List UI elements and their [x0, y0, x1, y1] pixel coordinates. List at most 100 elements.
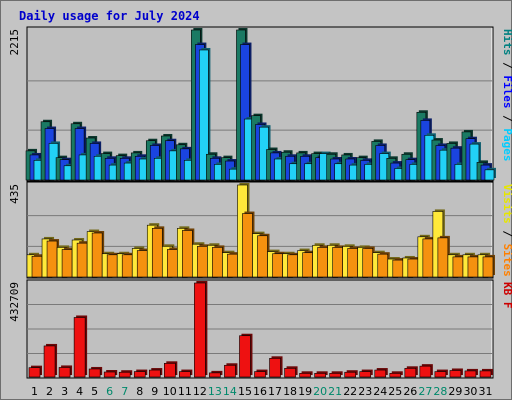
bar-bottom-kb-f-day-16: [254, 369, 268, 378]
bar-top-pages-day-12: [199, 47, 211, 181]
bar-bottom-kb-f-day-18-face: [284, 368, 296, 378]
bar-bottom-kb-f-day-21: [329, 371, 343, 378]
panel-middle: 435 Visits / Sites: [8, 181, 512, 279]
bar-bottom-kb-f-day-25-face: [389, 373, 402, 378]
day-label-28: 28: [433, 385, 447, 398]
bar-bottom-kb-f-day-22: [344, 370, 358, 378]
day-label-23: 23: [358, 385, 372, 398]
legend-item-top-0: Hits: [501, 29, 512, 56]
day-label-27: 27: [418, 385, 432, 398]
bar-bottom-kb-f-day-17: [269, 356, 283, 378]
bar-bottom-kb-f-day-6: [103, 370, 118, 378]
bar-bottom-kb-f-day-7: [118, 370, 133, 378]
bar-bottom-kb-f-day-9-face: [148, 369, 161, 378]
day-label-8: 8: [136, 385, 143, 398]
bar-bottom-kb-f-day-24: [374, 368, 388, 378]
day-label-22: 22: [343, 385, 357, 398]
bar-middle-sites-day-24-face: [377, 253, 389, 278]
bar-bottom-kb-f-day-2: [43, 343, 58, 378]
bar-bottom-kb-f-day-28: [434, 369, 448, 378]
legend-item-top-4: Pages: [501, 128, 512, 161]
bar-bottom-kb-f-day-20: [314, 371, 328, 378]
bar-bottom-kb-f-day-27: [419, 364, 433, 378]
bar-bottom-kb-f-day-30: [464, 368, 478, 378]
bar-top-pages-day-31-face: [484, 169, 495, 181]
bar-bottom-kb-f-day-3: [58, 365, 73, 378]
bar-bottom-kb-f-day-5: [88, 366, 103, 378]
bar-bottom-kb-f-day-27-face: [419, 365, 432, 378]
bar-bottom-kb-f-day-9: [148, 368, 163, 378]
bar-top-pages-day-31: [484, 167, 496, 181]
bar-middle-sites-day-9-face: [151, 228, 163, 278]
bar-bottom-kb-f-day-31: [479, 368, 493, 378]
bar-bottom-kb-f-day-19: [299, 371, 313, 378]
bar-middle-sites-day-8-face: [136, 250, 148, 278]
bar-middle-sites-day-26-face: [407, 258, 419, 278]
legend-item-top-2: Files: [501, 75, 512, 108]
day-label-13: 13: [208, 385, 222, 398]
bar-bottom-kb-f-day-12-face: [194, 282, 206, 378]
day-label-21: 21: [328, 385, 342, 398]
bar-bottom-kb-f-day-4: [73, 315, 88, 378]
day-label-14: 14: [223, 385, 237, 398]
panel-bottom-legend: KB F: [501, 282, 512, 309]
bar-middle-sites-day-4-face: [76, 242, 88, 278]
day-label-9: 9: [151, 385, 158, 398]
bar-middle-sites-day-21-face: [332, 247, 343, 278]
panel-middle-legend: Visits / Sites: [501, 184, 512, 277]
bar-middle-sites-day-15-face: [242, 213, 253, 278]
legend-item-middle-0: Visits: [501, 184, 512, 224]
panel-bottom-max-label: 432709: [8, 282, 21, 322]
day-label-11: 11: [178, 385, 192, 398]
bar-middle-sites-day-23-face: [362, 248, 374, 278]
day-label-10: 10: [163, 385, 177, 398]
bar-bottom-kb-f-day-8: [133, 369, 148, 378]
bar-bottom-kb-f-day-1-face: [28, 367, 41, 378]
bar-middle-sites-day-7-face: [121, 254, 133, 278]
bar-bottom-kb-f-day-4-face: [73, 317, 86, 378]
bar-middle-sites-day-5-face: [91, 232, 103, 278]
bar-middle-sites-day-11-face: [182, 230, 193, 278]
day-label-1: 1: [31, 385, 38, 398]
legend-item-middle-1: /: [501, 224, 512, 244]
day-label-7: 7: [121, 385, 128, 398]
bar-middle-sites-day-19-face: [302, 252, 313, 278]
bar-middle-sites-day-31-face: [482, 256, 494, 278]
bar-bottom-kb-f-day-12: [194, 281, 208, 378]
bar-bottom-kb-f-day-10-face: [164, 363, 176, 378]
day-label-26: 26: [403, 385, 417, 398]
bar-middle-sites-day-29-face: [452, 256, 464, 278]
bar-bottom-kb-f-day-23: [359, 369, 373, 378]
bar-bottom-kb-f-day-15: [239, 333, 253, 378]
bar-bottom-kb-f-day-19-face: [299, 373, 311, 378]
day-label-2: 2: [46, 385, 53, 398]
bar-middle-sites-day-20-face: [317, 247, 328, 278]
bar-bottom-kb-f-day-5-face: [88, 368, 101, 378]
day-label-29: 29: [448, 385, 462, 398]
bar-bottom-kb-f-day-23-face: [359, 371, 372, 378]
day-label-12: 12: [193, 385, 207, 398]
bar-bottom-kb-f-day-28-face: [434, 371, 447, 378]
bar-middle-sites-day-30-face: [467, 256, 479, 278]
bar-bottom-kb-f-day-16-face: [254, 371, 266, 378]
day-label-24: 24: [373, 385, 387, 398]
bar-bottom-kb-f-day-25: [389, 371, 403, 378]
bar-bottom-kb-f-day-29-face: [449, 370, 462, 378]
bar-bottom-kb-f-day-14-face: [224, 364, 236, 378]
bar-bottom-kb-f-day-31-face: [479, 370, 492, 378]
bar-middle-sites-day-17-face: [272, 253, 283, 278]
bar-bottom-kb-f-day-24-face: [374, 369, 387, 378]
bar-bottom-kb-f-day-18: [284, 366, 298, 378]
bar-middle-sites-day-1-face: [31, 255, 43, 278]
day-label-16: 16: [253, 385, 267, 398]
bar-bottom-kb-f-day-7-face: [118, 371, 131, 378]
bar-bottom-kb-f-day-1: [28, 365, 43, 378]
panel-top: 2215 Hits / Files / Pages: [8, 26, 512, 182]
bar-middle-sites-day-16-face: [257, 235, 268, 278]
bar-middle-sites-day-10-face: [167, 249, 178, 278]
bar-bottom-kb-f-day-13-face: [209, 372, 221, 378]
bar-bottom-kb-f-day-2-face: [43, 345, 56, 378]
bar-middle-sites-day-13-face: [212, 247, 223, 278]
bar-bottom-kb-f-day-11: [179, 369, 193, 378]
